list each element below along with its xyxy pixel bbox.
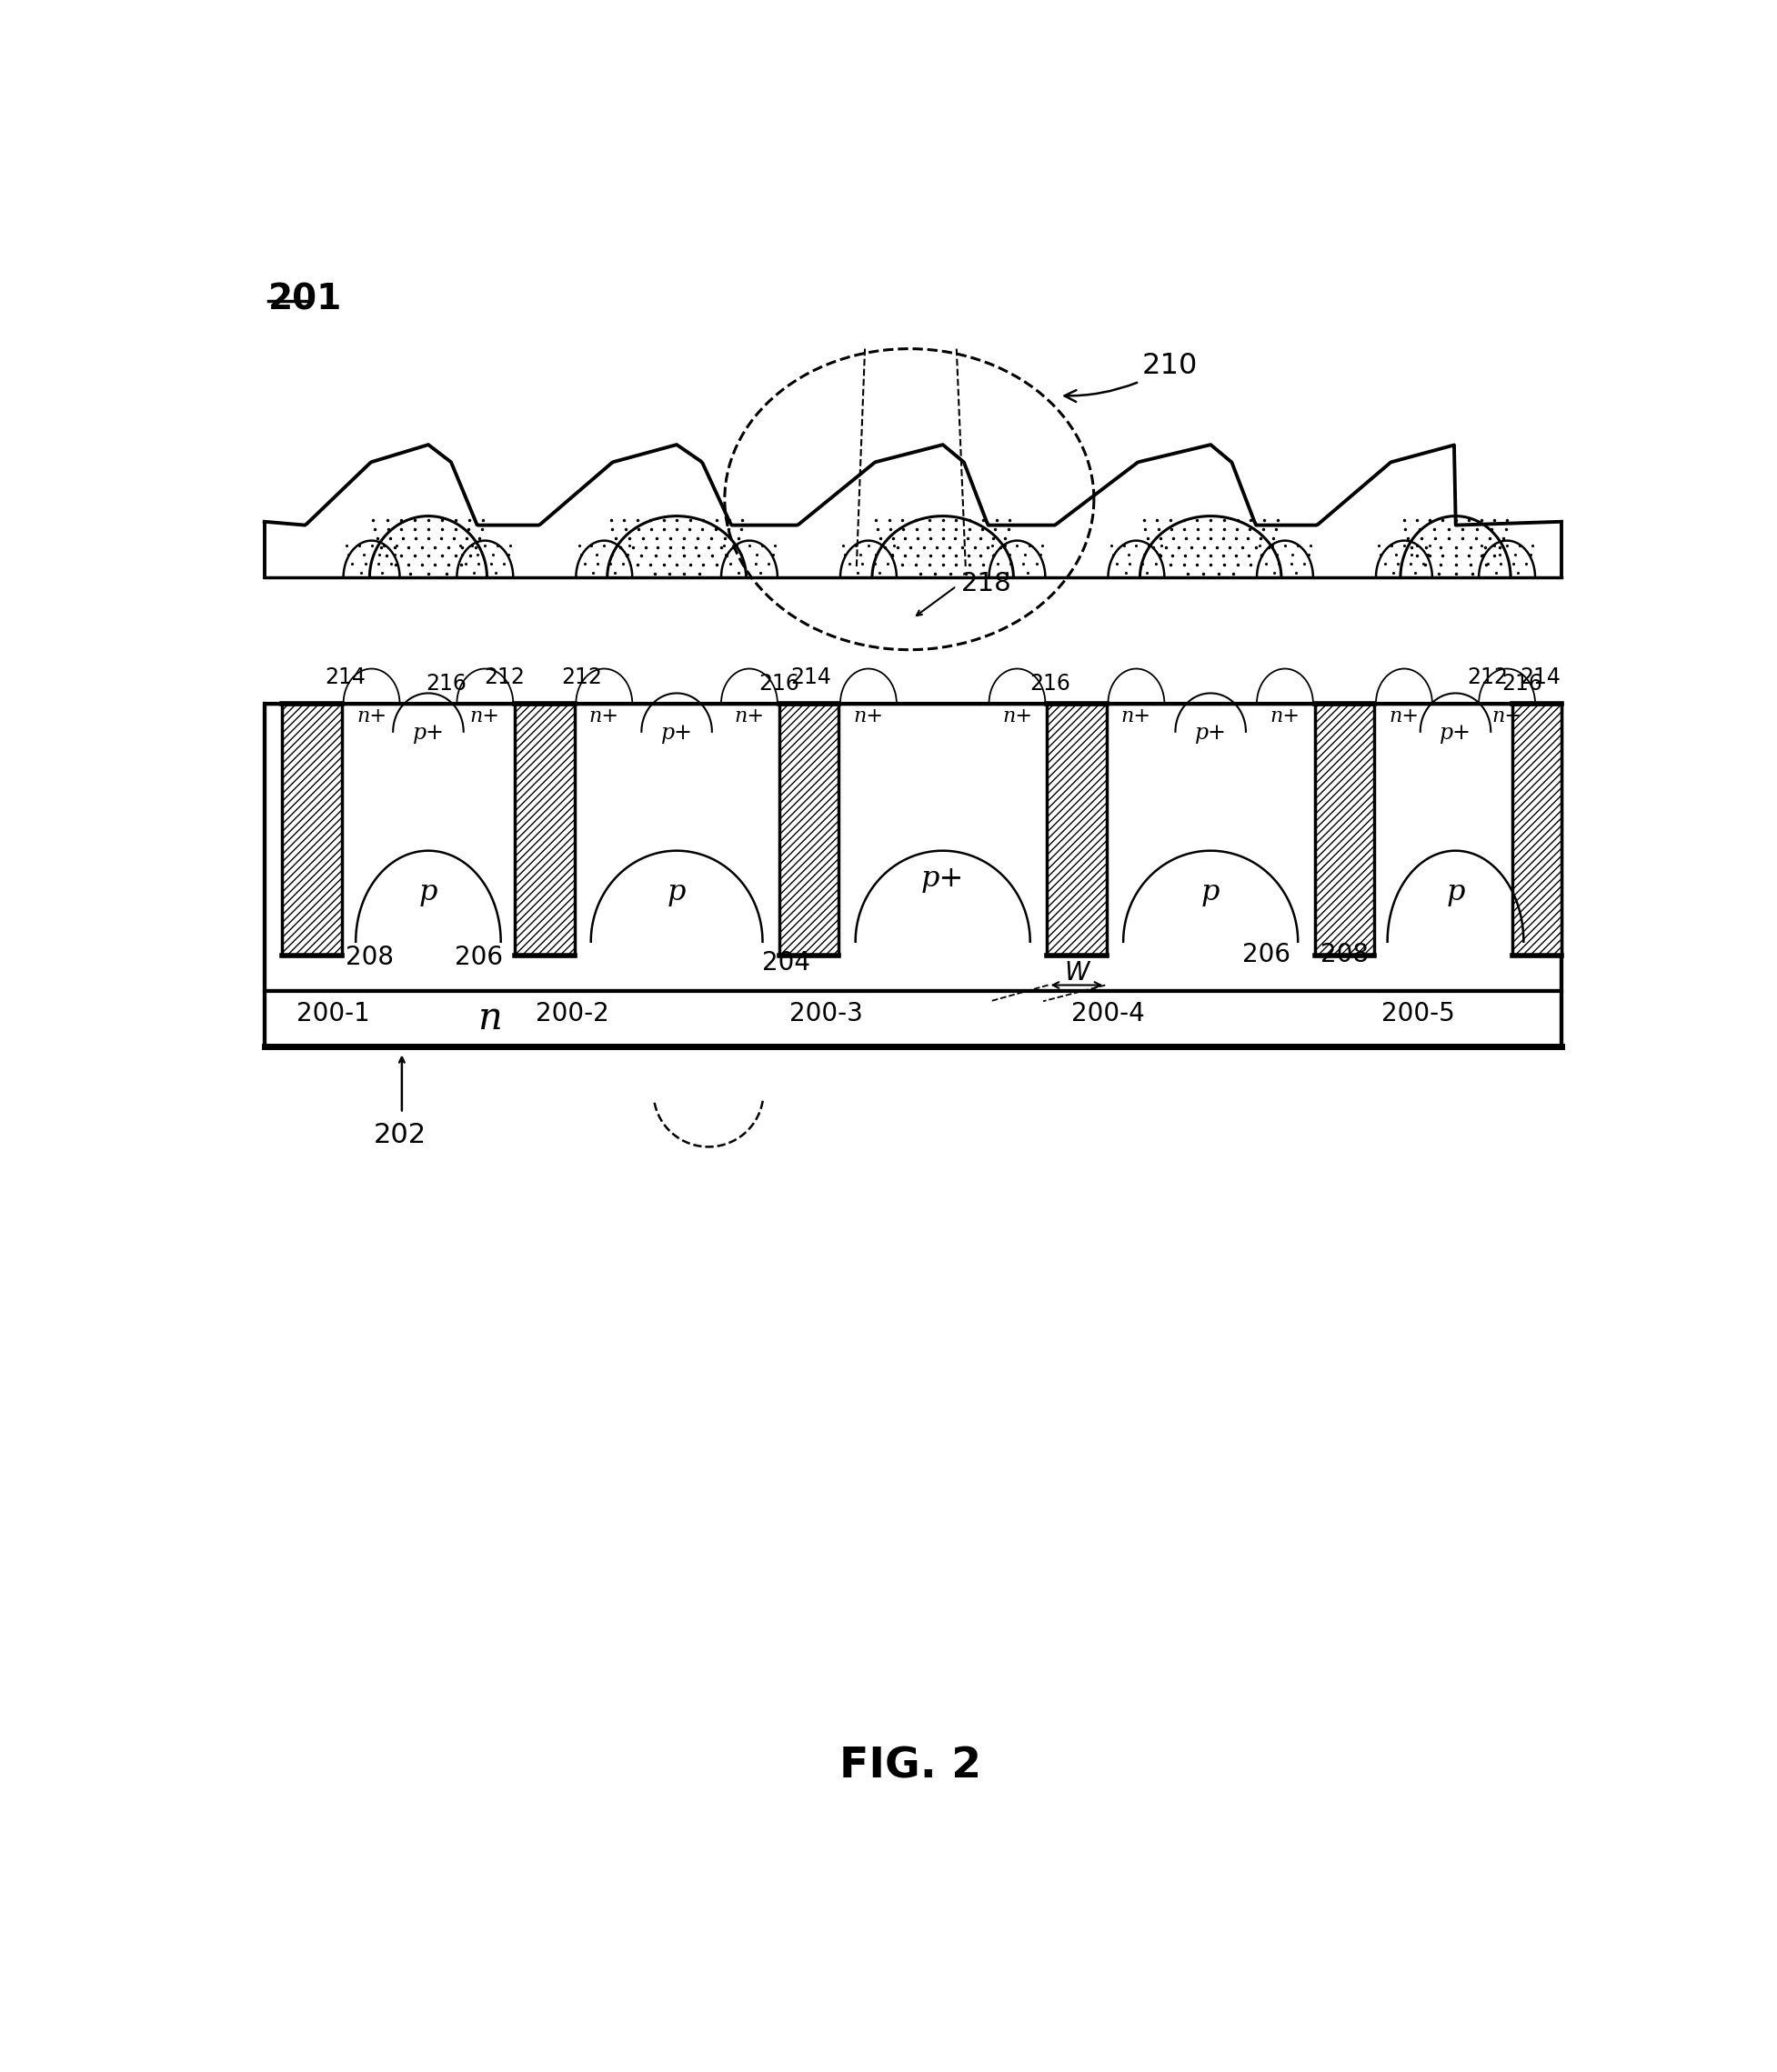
Text: 200-1: 200-1 bbox=[297, 1001, 370, 1026]
Text: 216: 216 bbox=[1031, 673, 1072, 694]
Text: 200-2: 200-2 bbox=[535, 1001, 610, 1026]
Text: n+: n+ bbox=[1271, 707, 1301, 727]
Text: 201: 201 bbox=[268, 282, 341, 317]
Text: n+: n+ bbox=[853, 707, 883, 727]
Text: p+: p+ bbox=[920, 864, 965, 893]
Text: 200-3: 200-3 bbox=[789, 1001, 864, 1026]
Text: p: p bbox=[1201, 879, 1221, 908]
Text: n+: n+ bbox=[357, 707, 387, 727]
Text: 208: 208 bbox=[1320, 941, 1368, 968]
Text: p: p bbox=[668, 879, 686, 908]
Text: n+: n+ bbox=[1390, 707, 1420, 727]
Text: 200-5: 200-5 bbox=[1381, 1001, 1455, 1026]
Text: n+: n+ bbox=[590, 707, 618, 727]
Bar bbox=[1047, 704, 1107, 955]
Text: n+: n+ bbox=[469, 707, 499, 727]
Bar bbox=[778, 704, 839, 955]
Text: 206: 206 bbox=[1242, 941, 1290, 968]
Text: 200-4: 200-4 bbox=[1072, 1001, 1144, 1026]
Text: FIG. 2: FIG. 2 bbox=[841, 1747, 981, 1786]
Text: n+: n+ bbox=[1002, 707, 1032, 727]
Text: 212: 212 bbox=[562, 667, 602, 688]
Text: p+: p+ bbox=[1194, 723, 1226, 744]
Bar bbox=[283, 704, 341, 955]
Text: 216: 216 bbox=[1502, 673, 1542, 694]
Text: p: p bbox=[419, 879, 437, 908]
Text: 216: 216 bbox=[759, 673, 800, 694]
Bar bbox=[515, 704, 574, 955]
Text: n+: n+ bbox=[1121, 707, 1151, 727]
Text: 212: 212 bbox=[483, 667, 524, 688]
Text: p+: p+ bbox=[412, 723, 444, 744]
Text: 204: 204 bbox=[762, 949, 810, 976]
Text: p+: p+ bbox=[661, 723, 693, 744]
Text: p+: p+ bbox=[1439, 723, 1471, 744]
Text: 218: 218 bbox=[961, 570, 1011, 597]
Text: n: n bbox=[478, 999, 503, 1038]
Text: 208: 208 bbox=[345, 945, 394, 970]
Bar bbox=[1315, 704, 1374, 955]
Text: 206: 206 bbox=[455, 945, 503, 970]
Text: W: W bbox=[1064, 961, 1089, 986]
Bar bbox=[265, 704, 1562, 990]
Text: n+: n+ bbox=[1493, 707, 1521, 727]
Text: 202: 202 bbox=[373, 1123, 426, 1148]
Text: 212: 212 bbox=[1466, 667, 1507, 688]
Text: 216: 216 bbox=[426, 673, 467, 694]
Text: p: p bbox=[1446, 879, 1464, 908]
Text: n+: n+ bbox=[734, 707, 764, 727]
Bar bbox=[1512, 704, 1562, 955]
Text: 214: 214 bbox=[325, 667, 366, 688]
Text: 210: 210 bbox=[1064, 352, 1198, 402]
Text: 214: 214 bbox=[1519, 667, 1560, 688]
Text: 214: 214 bbox=[791, 667, 832, 688]
Bar bbox=[265, 990, 1562, 1046]
